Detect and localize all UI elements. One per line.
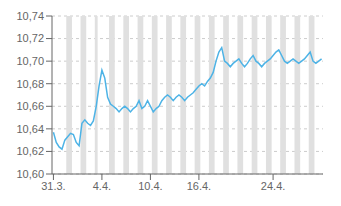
svg-text:10.4.: 10.4. — [138, 180, 162, 192]
svg-text:10,62: 10,62 — [16, 145, 44, 157]
svg-text:10,74: 10,74 — [16, 10, 44, 22]
svg-text:31.3.: 31.3. — [41, 180, 65, 192]
svg-text:10,60: 10,60 — [16, 168, 44, 180]
svg-text:24.4.: 24.4. — [261, 180, 285, 192]
svg-text:4.4.: 4.4. — [93, 180, 111, 192]
svg-text:16.4.: 16.4. — [187, 180, 211, 192]
svg-text:10,72: 10,72 — [16, 32, 44, 44]
svg-text:10,66: 10,66 — [16, 100, 44, 112]
svg-text:10,68: 10,68 — [16, 78, 44, 90]
svg-text:10,70: 10,70 — [16, 55, 44, 67]
svg-text:10,64: 10,64 — [16, 123, 44, 135]
